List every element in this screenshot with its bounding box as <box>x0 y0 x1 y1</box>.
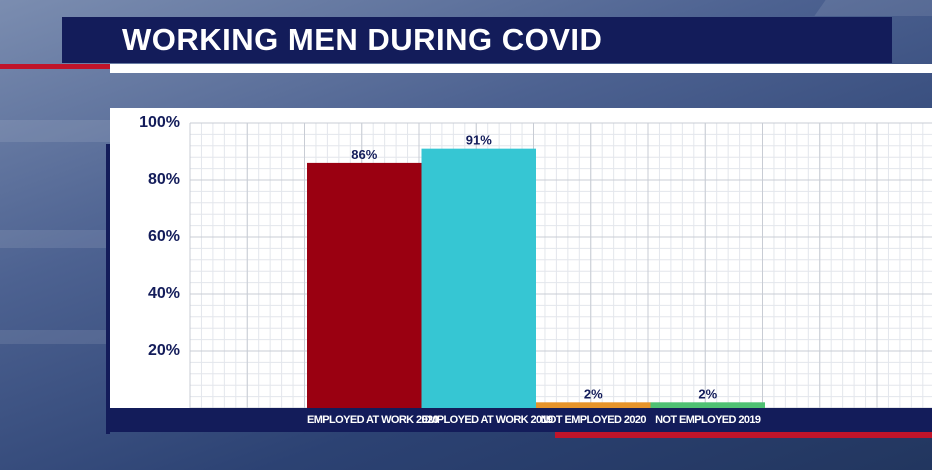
y-tick-label: 20% <box>147 342 180 359</box>
bar-value-label: 86% <box>351 147 377 162</box>
bar-chart: 86% 91% 2% 2% <box>189 122 932 408</box>
y-tick-label: 100% <box>139 114 180 131</box>
y-tick-label: 80% <box>147 171 180 188</box>
bar-value-label: 2% <box>584 386 603 401</box>
bar-3 <box>536 402 651 408</box>
chart-title: WORKING MEN DURING COVID <box>122 22 603 57</box>
panel-edge-accent <box>106 144 110 434</box>
y-tick-label: 60% <box>147 228 180 245</box>
x-category-label: NOT EMPLOYED 2019 <box>655 414 761 426</box>
accent-line-red <box>0 64 110 69</box>
bar-2 <box>421 148 536 408</box>
bar-value-label: 2% <box>698 386 717 401</box>
bar-4 <box>650 402 765 408</box>
chart-panel: 86% 91% 2% 2% 20% 40% 60% 80% 100% <box>110 108 932 408</box>
x-category-label: EMPLOYED AT WORK 2019 <box>421 414 554 426</box>
y-tick-label: 40% <box>147 285 180 302</box>
bar-value-label: 91% <box>466 133 492 148</box>
bar-1 <box>307 162 422 408</box>
title-bar: WORKING MEN DURING COVID <box>62 17 892 63</box>
accent-line-bottom-red <box>555 432 932 438</box>
x-category-label: NOT EMPLOYED 2020 <box>540 414 647 426</box>
x-axis-label-bar: EMPLOYED AT WORK 2020 EMPLOYED AT WORK 20… <box>110 408 932 432</box>
background-stripe <box>814 0 932 16</box>
accent-line-white <box>110 64 932 73</box>
x-category-label: EMPLOYED AT WORK 2020 <box>307 414 439 426</box>
